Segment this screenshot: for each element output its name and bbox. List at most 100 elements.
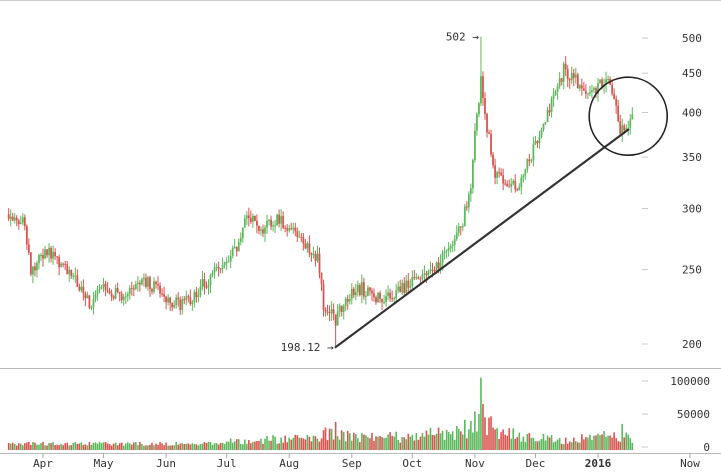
volume-bar <box>423 436 426 450</box>
candle-body <box>32 266 34 275</box>
candle-body <box>377 292 379 303</box>
candle-body <box>582 88 585 91</box>
volume-bar <box>187 443 190 450</box>
candle-body <box>465 206 468 208</box>
candle-body <box>348 298 351 302</box>
volume-bar <box>290 439 293 450</box>
volume-bar <box>589 434 591 450</box>
candle-body <box>397 286 400 291</box>
candle-body <box>120 293 123 301</box>
volume-bar <box>500 432 502 450</box>
candle-body <box>597 83 599 94</box>
candle-body <box>316 253 319 261</box>
y-tick-label: 450 <box>682 67 702 80</box>
candle-body <box>522 175 525 178</box>
volume-bar <box>100 443 103 450</box>
candle-body <box>476 114 478 131</box>
candle-body <box>459 226 462 228</box>
candle-body <box>298 236 301 238</box>
candle-body <box>235 247 238 252</box>
volume-bar <box>246 443 248 450</box>
volume-bar <box>355 434 357 450</box>
volume-bar <box>577 442 579 450</box>
candle-body <box>435 262 438 272</box>
volume-bar <box>48 443 50 450</box>
candle-body <box>27 244 30 253</box>
volume-bar <box>330 428 333 450</box>
candle-body <box>593 88 595 91</box>
candle-body <box>72 275 75 277</box>
volume-bar <box>461 434 464 450</box>
volume-bar <box>219 443 222 450</box>
volume-bar <box>88 441 91 450</box>
candle-body <box>395 290 398 299</box>
candle-body <box>145 277 147 287</box>
candle-body <box>478 103 480 115</box>
candle-body <box>540 129 543 137</box>
candle-body <box>613 93 616 99</box>
candle-body <box>607 79 609 81</box>
candle-body <box>496 172 498 178</box>
candle-body <box>136 282 139 284</box>
volume-bar <box>346 430 349 450</box>
candle-body <box>19 222 22 225</box>
x-tick-label: Nov <box>465 457 485 470</box>
candle-body <box>439 262 442 269</box>
volume-bar <box>314 436 317 450</box>
candle-body <box>104 283 107 290</box>
candle-body <box>320 272 323 284</box>
candle-body <box>29 252 32 275</box>
candle-body <box>342 305 345 312</box>
volume-bar <box>260 438 262 450</box>
volume-bar <box>508 428 510 450</box>
candle-body <box>175 297 178 305</box>
volume-bar <box>320 438 323 450</box>
candle-body <box>40 254 42 256</box>
volume-bar <box>401 437 404 450</box>
volume-bar <box>94 442 97 450</box>
candle-body <box>302 237 305 244</box>
volume-bar <box>613 432 615 450</box>
candle-body <box>421 274 424 279</box>
volume-bar <box>494 429 496 450</box>
candle-body <box>143 277 145 280</box>
candle-body <box>534 141 537 145</box>
volume-bar <box>518 432 521 450</box>
volume-bar <box>409 436 412 450</box>
candle-body <box>514 180 517 190</box>
candle-body <box>23 217 26 227</box>
volume-bar <box>28 441 30 450</box>
volume-bar <box>163 445 165 450</box>
candle-body <box>494 165 496 178</box>
candle-body <box>356 284 359 293</box>
candle-body <box>447 248 450 251</box>
volume-bar <box>235 439 238 450</box>
volume-bar <box>453 439 456 450</box>
candle-body <box>371 290 373 294</box>
candle-body <box>241 227 244 239</box>
volume-bar <box>322 430 325 450</box>
volume-bar <box>56 444 58 450</box>
candle-body <box>106 289 109 291</box>
volume-bar <box>490 416 492 450</box>
candle-body <box>605 79 607 85</box>
x-tick-label: Apr <box>33 457 53 470</box>
candle-body <box>270 219 272 227</box>
volume-bar <box>387 434 389 450</box>
candle-body <box>147 277 149 287</box>
price-panel: 500 450 400 350 300 250 200 <box>0 0 721 369</box>
volume-bar <box>395 431 397 450</box>
y-tick-label: 500 <box>682 32 702 45</box>
candle-body <box>66 264 69 275</box>
volume-bar <box>40 443 42 450</box>
x-tick-label: Sep <box>342 457 362 470</box>
volume-bar <box>381 437 383 450</box>
volume-bar <box>316 438 319 450</box>
candle-body <box>112 296 115 299</box>
candle-body <box>140 279 143 285</box>
candle-body <box>15 217 18 221</box>
volume-bar <box>350 440 353 450</box>
candle-body <box>619 121 622 134</box>
candle-body <box>437 262 440 269</box>
